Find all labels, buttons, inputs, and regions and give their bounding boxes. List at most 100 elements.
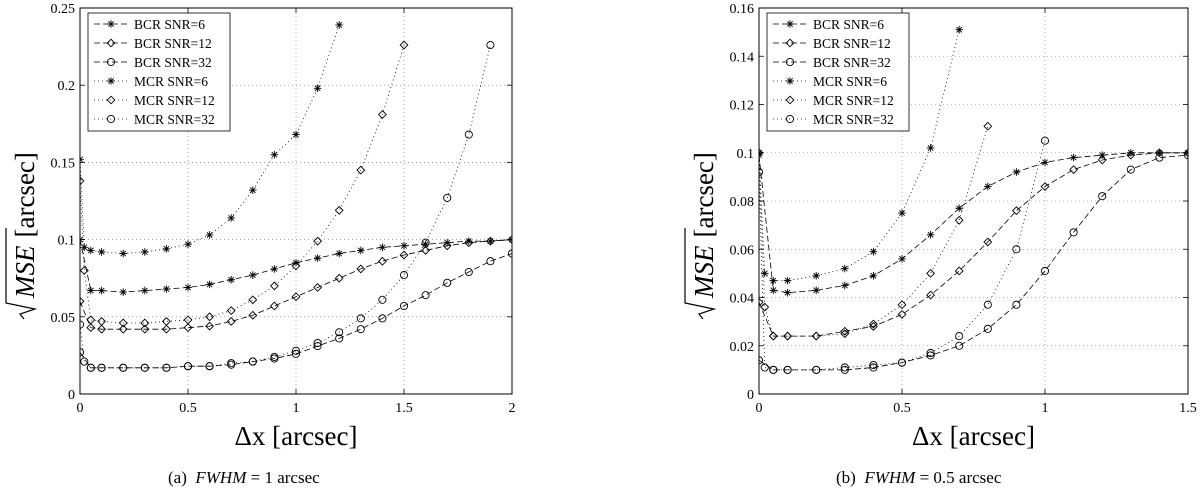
legend-marker (786, 20, 794, 28)
data-point (1069, 165, 1079, 175)
data-point (227, 275, 235, 284)
data-point (783, 276, 792, 285)
x-tick-label: 0 (77, 401, 84, 416)
data-point (840, 329, 850, 339)
data-point (313, 342, 322, 351)
data-point (356, 314, 365, 323)
data-point (291, 349, 301, 358)
x-axis-label: Δx [arcsec] (234, 421, 357, 451)
legend-b: BCR SNR=6 BCR SNR=12 BCR SNR=32 MCR SNR=6 MC… (766, 12, 910, 132)
data-point (1069, 228, 1078, 237)
data-point (97, 324, 107, 334)
data-point (249, 186, 257, 194)
data-point (80, 296, 85, 306)
data-point (897, 309, 907, 319)
sqrt-sign (5, 228, 38, 320)
y-axis-label-unit: [arcsec] (10, 152, 40, 237)
data-point (80, 266, 89, 275)
data-point (868, 319, 878, 329)
data-point (356, 325, 365, 334)
data-point (1012, 300, 1021, 309)
x-tick-label: 1 (1042, 401, 1049, 416)
data-point (205, 231, 214, 239)
data-point (226, 306, 236, 316)
y-tick-label: 0.06 (730, 243, 755, 258)
series-line (759, 154, 1188, 371)
legend-label: BCR SNR=12 (813, 36, 891, 51)
data-point (1183, 151, 1188, 160)
data-point (443, 193, 452, 202)
data-point (955, 332, 964, 341)
series-line (80, 24, 340, 254)
data-point (926, 144, 935, 152)
data-point (812, 365, 821, 374)
y-tick-label: 0.25 (51, 2, 76, 17)
series-bcr-snr-12 (759, 148, 1188, 341)
data-point (378, 243, 387, 252)
data-point (335, 328, 344, 337)
data-point (140, 324, 150, 334)
y-tick-label: 0.14 (730, 50, 755, 65)
data-point (399, 301, 409, 311)
data-point (80, 243, 89, 252)
series-bcr-snr-6 (80, 235, 512, 296)
y-tick-label: 0.12 (730, 99, 755, 114)
data-point (97, 363, 106, 372)
data-point (760, 269, 769, 278)
data-point (291, 261, 301, 271)
data-point (270, 150, 279, 159)
data-point (1126, 165, 1135, 174)
data-point (335, 334, 344, 343)
data-point (768, 331, 778, 341)
data-point (840, 363, 849, 372)
data-point (869, 247, 878, 256)
data-point (1097, 155, 1107, 165)
data-point (334, 205, 344, 215)
series-mcr-snr-12 (80, 40, 409, 328)
data-point (421, 291, 430, 300)
data-point (270, 265, 279, 273)
data-point (97, 286, 106, 295)
series-mcr-snr-6 (80, 21, 343, 258)
legend-label: BCR SNR=32 (134, 55, 212, 70)
y-tick-label: 0.1 (58, 234, 76, 249)
data-point (485, 236, 495, 246)
data-point (486, 257, 495, 266)
series-bcr-snr-6 (759, 148, 1188, 297)
y-axis-label-root: MSE (10, 245, 40, 299)
x-axis-label: Δx [arcsec] (912, 421, 1035, 451)
legend-marker (106, 95, 116, 105)
legend-box (766, 12, 910, 132)
caption-a-var: FWHM (195, 468, 247, 487)
data-point (486, 41, 495, 50)
y-axis-label-text: MSE [arcsec] (10, 152, 40, 299)
data-point (269, 301, 279, 311)
legend-label: MCR SNR=32 (134, 112, 215, 127)
caption-a: (a) FWHM = 1 arcsec (168, 468, 320, 488)
data-point (313, 236, 323, 246)
series-mcr-snr-32 (759, 136, 1050, 374)
data-point (377, 110, 387, 119)
legend-a: BCR SNR=6 BCR SNR=12 BCR SNR=32 MCR SNR=6 MC… (87, 12, 231, 132)
y-axis-label-root: MSE (689, 245, 719, 299)
data-point (357, 246, 365, 255)
series-bcr-snr-12 (80, 235, 512, 334)
data-point (1040, 182, 1050, 191)
data-point (464, 267, 473, 277)
data-point (378, 314, 387, 323)
data-point (249, 271, 257, 279)
data-point (291, 346, 301, 355)
data-point (227, 359, 236, 368)
data-point (97, 316, 107, 326)
data-point (840, 326, 850, 336)
legend-marker (106, 114, 116, 124)
y-axis-label: MSE [arcsec] (5, 152, 40, 320)
caption-b-var: FWHM (864, 468, 916, 487)
data-point (1041, 158, 1049, 167)
data-point (869, 360, 878, 370)
data-point (86, 363, 95, 372)
data-point (141, 286, 149, 295)
data-point (399, 271, 409, 280)
legend-marker (785, 114, 795, 124)
data-point (841, 264, 849, 273)
